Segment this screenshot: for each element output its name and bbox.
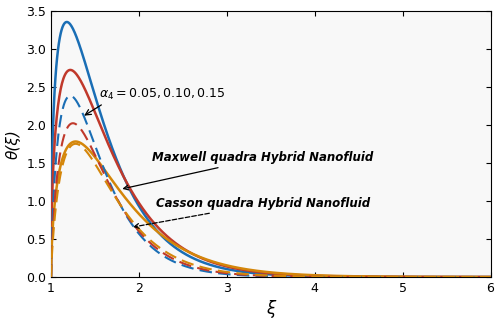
Y-axis label: θ(ξ): θ(ξ): [6, 129, 20, 159]
X-axis label: ξ: ξ: [266, 300, 276, 318]
Text: $\alpha_4 = 0.05, 0.10, 0.15$: $\alpha_4 = 0.05, 0.10, 0.15$: [100, 87, 226, 102]
Text: Maxwell quadra Hybrid Nanofluid: Maxwell quadra Hybrid Nanofluid: [124, 151, 374, 190]
Text: Casson quadra Hybrid Nanofluid: Casson quadra Hybrid Nanofluid: [134, 197, 370, 228]
